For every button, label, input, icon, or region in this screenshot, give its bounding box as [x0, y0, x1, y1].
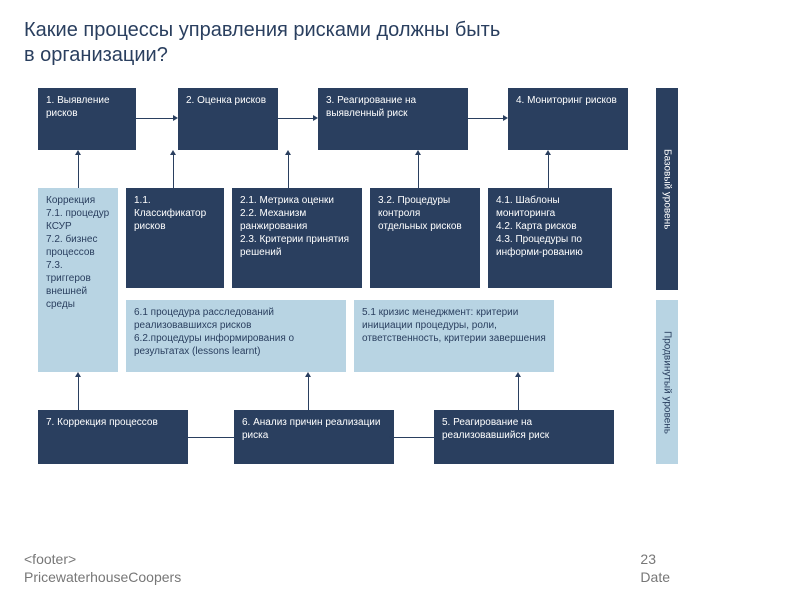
footer-company: PricewaterhouseCoopers [24, 569, 181, 585]
arrowhead-5-6 [389, 434, 394, 440]
title-line2: в организации? [24, 44, 168, 66]
arrow-v4 [418, 155, 419, 188]
arrow-v2 [173, 155, 174, 188]
box-1-identify: 1. Выявление рисков [38, 88, 136, 150]
sidebar-basic-level: Базовый уровень [656, 88, 678, 290]
risk-process-diagram: 1. Выявление рисков 2. Оценка рисков 3. … [38, 88, 736, 508]
arrowhead-2-3 [313, 115, 318, 121]
page-date: Date [640, 569, 670, 585]
arrow-vb5 [518, 376, 519, 410]
box-crisis: 5.1 кризис менеджмент: критерии инициаци… [354, 300, 554, 372]
page-title: Какие процессы управления рисками должны… [0, 0, 800, 76]
arrowhead-v3 [285, 150, 291, 155]
arrow-vb6 [308, 376, 309, 410]
arrow-6-7 [188, 437, 234, 438]
arrowhead-vb6 [305, 372, 311, 377]
page-number: 23 [640, 551, 656, 567]
box-lessons: 6.1 процедура расследований реализовавши… [126, 300, 346, 372]
box-6-analysis: 6. Анализ причин реализации риска [234, 410, 394, 464]
arrowhead-v5 [545, 150, 551, 155]
arrowhead-v4 [415, 150, 421, 155]
box-4-monitor: 4. Мониторинг рисков [508, 88, 628, 150]
arrow-5-6 [394, 437, 434, 438]
arrow-vb7 [78, 376, 79, 410]
footer-tag: <footer> [24, 551, 76, 567]
arrow-1-2 [136, 118, 173, 119]
arrow-v5 [548, 155, 549, 188]
title-line1: Какие процессы управления рисками должны… [24, 19, 500, 41]
footer: <footer> PricewaterhouseCoopers [24, 550, 181, 586]
box-classifier: 1.1. Классификатор рисков [126, 188, 224, 288]
box-control: 3.2. Процедуры контроля отдельных рисков [370, 188, 480, 288]
arrow-v1 [78, 155, 79, 188]
arrow-v3 [288, 155, 289, 188]
box-3-respond: 3. Реагирование на выявленный риск [318, 88, 468, 150]
arrowhead-vb5 [515, 372, 521, 377]
box-5-respond-realized: 5. Реагирование на реализовавшийся риск [434, 410, 614, 464]
sidebar-advanced-level: Продвинутый уровень [656, 300, 678, 464]
page-meta: 23 Date [640, 550, 670, 586]
arrow-3-4 [468, 118, 503, 119]
arrowhead-v2 [170, 150, 176, 155]
arrowhead-vb7 [75, 372, 81, 377]
box-2-assess: 2. Оценка рисков [178, 88, 278, 150]
box-metrics: 2.1. Метрика оценки 2.2. Механизм ранжир… [232, 188, 362, 288]
box-templates: 4.1. Шаблоны мониторинга 4.2. Карта риск… [488, 188, 612, 288]
arrowhead-3-4 [503, 115, 508, 121]
arrowhead-v1 [75, 150, 81, 155]
box-7-correction: 7. Коррекция процессов [38, 410, 188, 464]
arrowhead-1-2 [173, 115, 178, 121]
arrow-2-3 [278, 118, 313, 119]
arrowhead-6-7 [183, 434, 188, 440]
box-correction: Коррекция 7.1. процедур КСУР 7.2. бизнес… [38, 188, 118, 372]
